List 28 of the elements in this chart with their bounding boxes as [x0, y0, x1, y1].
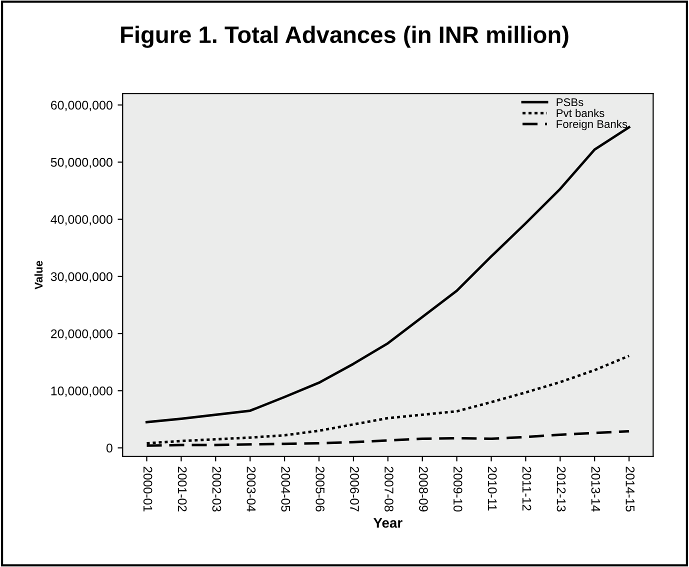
x-tick-label: 2013-14	[591, 466, 600, 512]
x-tick-label: 2001-02	[178, 466, 187, 512]
y-tick-label: 40,000,000	[50, 215, 112, 226]
x-tick-label: 2008-09	[419, 466, 428, 512]
y-tick-label: 0	[106, 444, 112, 453]
x-axis-title: Year	[373, 518, 402, 528]
y-tick-label: 10,000,000	[51, 386, 112, 397]
x-tick-label: 2009-10	[453, 466, 462, 512]
x-tick-label: 2010-11	[488, 466, 497, 510]
legend-label: Foreign Banks	[556, 120, 628, 130]
x-tick-label: 2003-04	[246, 466, 256, 512]
chart-title: Figure 1. Total Advances (in INR million)	[121, 26, 568, 48]
legend-label: Pvt banks	[556, 108, 604, 118]
x-tick-label: 2012-13	[556, 466, 566, 512]
x-tick-label: 2005-06	[316, 466, 325, 512]
y-tick-label: 20,000,000	[50, 329, 112, 340]
x-tick-label: 2011-12	[522, 466, 532, 510]
legend-label: PSBs	[556, 98, 584, 106]
x-tick-label: 2007-08	[384, 466, 394, 512]
x-tick-label: 2002-03	[212, 466, 222, 512]
x-tick-label: 2000-01	[143, 466, 152, 512]
y-tick-label: 60,000,000	[51, 100, 112, 112]
x-tick-label: 2014-15	[626, 466, 635, 512]
y-axis-title: Value	[34, 260, 43, 290]
x-tick-label: 2004-05	[281, 466, 290, 512]
y-tick-label: 50,000,000	[50, 158, 112, 168]
x-tick-label: 2006-07	[350, 466, 359, 512]
y-tick-label: 30,000,000	[50, 272, 112, 283]
